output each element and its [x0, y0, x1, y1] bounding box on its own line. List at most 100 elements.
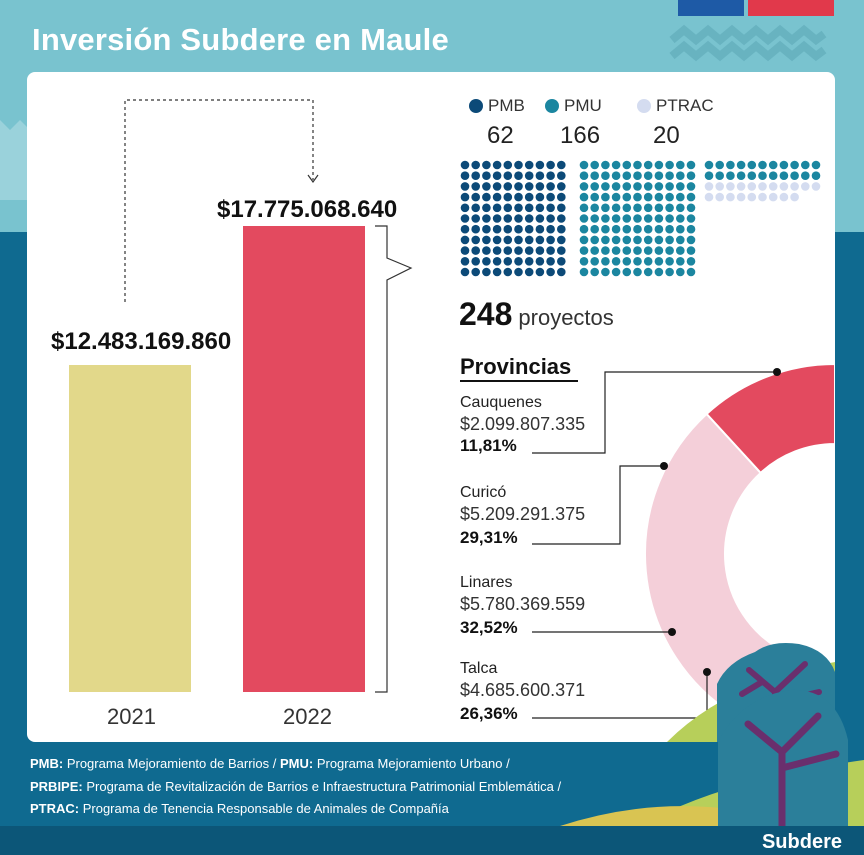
- waffle-dot-pmu: [654, 160, 664, 170]
- waffle-dot-pmu: [811, 171, 821, 180]
- waffle-dot-pmu: [579, 214, 589, 223]
- waffle-dot-pmu: [665, 171, 674, 180]
- province-curico-name: Curicó: [460, 484, 507, 501]
- waffle-dot-pmb: [492, 192, 502, 202]
- waffle-dot-pmb: [471, 224, 481, 234]
- waffle-dot-pmb: [492, 224, 502, 234]
- waffle-dot-pmb: [471, 192, 481, 202]
- year-2022-label: 2022: [283, 704, 332, 729]
- waffle-dot-pmb: [492, 235, 502, 245]
- waffle-dot-pmb: [514, 171, 523, 180]
- waffle-dot-pmu: [622, 160, 632, 170]
- waffle-dot-pmu: [622, 267, 632, 277]
- waffle-dot-pmb: [471, 246, 481, 255]
- province-linares-percent: 32,52%: [460, 618, 518, 637]
- waffle-dot-pmu: [686, 267, 696, 277]
- waffle-dot-pmb: [492, 203, 502, 213]
- waffle-dot-pmu: [715, 160, 724, 170]
- waffle-dot-pmb: [471, 235, 481, 245]
- waffle-dot-pmu: [686, 203, 696, 213]
- bar-2022-value-label: $17.775.068.640: [217, 196, 398, 223]
- legend-pmb: PMB: [469, 96, 525, 116]
- waffle-dot-pmb: [524, 171, 534, 180]
- waffle-dot-pmb: [460, 267, 470, 277]
- waffle-dot-pmu: [747, 171, 757, 180]
- waffle-dot-pmb: [557, 235, 566, 245]
- waffle-dot-pmb: [546, 160, 555, 170]
- waffle-dot-pmb: [482, 203, 491, 213]
- waffle-dot-pmu: [643, 246, 653, 255]
- waffle-dot-pmb: [514, 192, 523, 202]
- waffle-dot-pmu: [590, 214, 599, 223]
- waffle-dot-pmu: [590, 235, 599, 245]
- waffle-dot-pmb: [503, 160, 513, 170]
- waffle-dot-pmb: [503, 267, 513, 277]
- waffle-dot-ptrac: [790, 182, 799, 191]
- waffle-dot-pmu: [747, 160, 757, 170]
- waffle-dot-pmu: [601, 246, 610, 255]
- waffle-dot-pmb: [503, 257, 513, 266]
- waffle-dot-ptrac: [779, 182, 789, 191]
- waffle-dot-pmb: [460, 203, 470, 213]
- waffle-dot-pmb: [471, 182, 481, 191]
- waffle-dot-pmu: [686, 235, 696, 245]
- province-curico-amount: $5.209.291.375: [460, 504, 586, 524]
- waffle-dot-ptrac: [758, 182, 767, 191]
- waffle-dot-pmb: [471, 203, 481, 213]
- waffle-dot-pmu: [726, 171, 735, 180]
- waffle-dot-pmb: [524, 203, 534, 213]
- waffle-dot-pmu: [643, 214, 653, 223]
- waffle-dot-pmb: [492, 246, 502, 255]
- waffle-dot-pmu: [611, 257, 621, 266]
- province-cauquenes-name: Cauquenes: [460, 394, 542, 411]
- waffle-dot-pmu: [643, 257, 653, 266]
- waffle-dot-pmu: [633, 203, 642, 213]
- waffle-dot-pmu: [622, 257, 632, 266]
- waffle-dot-pmb: [482, 171, 491, 180]
- waffle-dot-ptrac: [768, 192, 778, 202]
- waffle-dot-pmu: [654, 235, 664, 245]
- waffle-dot-ptrac: [801, 182, 810, 191]
- waffle-dot-pmu: [654, 257, 664, 266]
- waffle-dot-pmu: [654, 203, 664, 213]
- waffle-dot-pmb: [524, 235, 534, 245]
- waffle-dot-pmu: [622, 224, 632, 234]
- waffle-dot-pmb: [492, 214, 502, 223]
- waffle-dot-ptrac: [704, 182, 714, 191]
- legend-pmu-count: 166: [560, 122, 601, 149]
- province-cauquenes-amount: $2.099.807.335: [460, 414, 586, 434]
- waffle-dot-pmu: [643, 192, 653, 202]
- province-talca-amount: $4.685.600.371: [460, 680, 586, 700]
- waffle-dot-pmu: [601, 182, 610, 191]
- waffle-dot-pmb: [492, 160, 502, 170]
- waffle-dot-pmu: [611, 235, 621, 245]
- legend-ptrac-label: PTRAC: [656, 96, 714, 115]
- province-cauquenes-percent: 11,81%: [460, 436, 517, 455]
- footer-line-1: PMB: Programa Mejoramiento de Barrios / …: [30, 756, 510, 771]
- waffle-dot-pmu: [676, 160, 685, 170]
- waffle-dot-pmb: [471, 160, 481, 170]
- waffle-dot-pmb: [535, 171, 545, 180]
- waffle-dot-pmu: [601, 203, 610, 213]
- waffle-dot-pmu: [686, 224, 696, 234]
- province-talca-name: Talca: [460, 660, 498, 677]
- waffle-dot-pmu: [633, 246, 642, 255]
- waffle-dot-pmu: [643, 171, 653, 180]
- waffle-dot-pmu: [579, 267, 589, 277]
- waffle-dot-pmu: [676, 214, 685, 223]
- waffle-dot-pmu: [715, 171, 724, 180]
- waffle-dot-pmb: [514, 182, 523, 191]
- waffle-dot-pmu: [611, 192, 621, 202]
- waffle-dot-pmb: [546, 257, 555, 266]
- flag-blue-stripe: [678, 0, 744, 16]
- waffle-dot-pmu: [601, 235, 610, 245]
- footer-ptrac-abbr: PTRAC:: [30, 801, 80, 816]
- waffle-dot-pmu: [768, 171, 778, 180]
- waffle-dot-pmb: [514, 224, 523, 234]
- waffle-dot-pmb: [535, 235, 545, 245]
- waffle-dot-pmb: [492, 171, 502, 180]
- waffle-dot-ptrac: [726, 192, 735, 202]
- waffle-dot-pmu: [665, 246, 674, 255]
- waffle-dot-pmb: [535, 192, 545, 202]
- waffle-dot-pmu: [665, 160, 674, 170]
